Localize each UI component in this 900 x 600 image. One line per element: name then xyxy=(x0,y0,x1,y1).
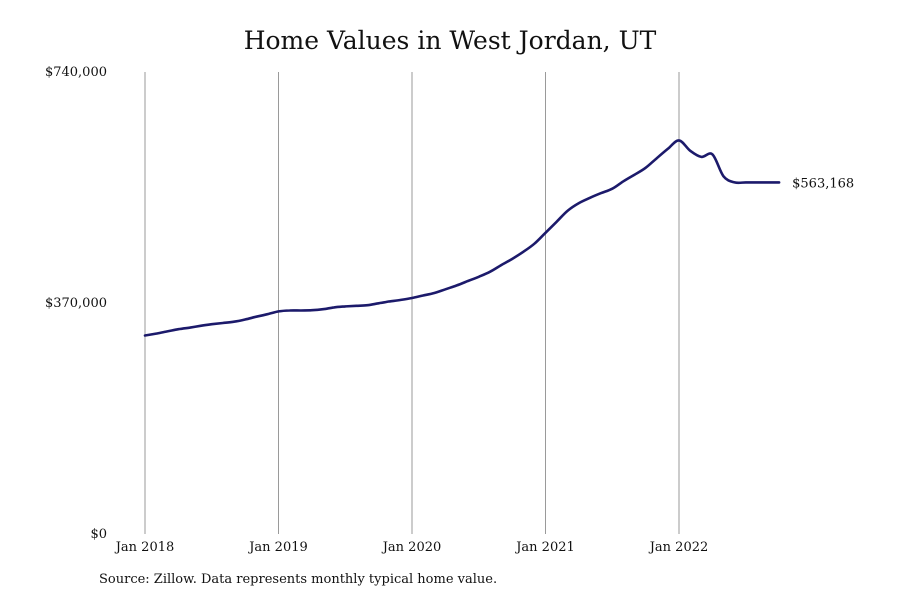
y-tick-label-2: $740,000 xyxy=(45,65,107,80)
chart-title: Home Values in West Jordan, UT xyxy=(243,26,657,55)
y-axis-tick-labels: $0 $370,000 $740,000 xyxy=(45,65,107,542)
end-label-layer: $563,168 xyxy=(792,176,854,191)
series-layer xyxy=(143,139,781,337)
x-tick-label-2: Jan 2020 xyxy=(381,540,442,555)
x-axis-tick-labels: Jan 2018 Jan 2019 Jan 2020 Jan 2021 Jan 2022 xyxy=(114,540,709,555)
series-line-0 xyxy=(143,139,781,337)
source-note: Source: Zillow. Data represents monthly … xyxy=(99,572,498,587)
x-tick-label-4: Jan 2022 xyxy=(648,540,709,555)
x-tick-label-1: Jan 2019 xyxy=(247,540,308,555)
x-tick-label-3: Jan 2021 xyxy=(514,540,575,555)
y-tick-label-1: $370,000 xyxy=(45,296,107,311)
y-tick-label-0: $0 xyxy=(90,527,107,542)
x-tick-label-0: Jan 2018 xyxy=(114,540,175,555)
end-value-label: $563,168 xyxy=(792,176,854,191)
grid-lines xyxy=(144,72,680,534)
